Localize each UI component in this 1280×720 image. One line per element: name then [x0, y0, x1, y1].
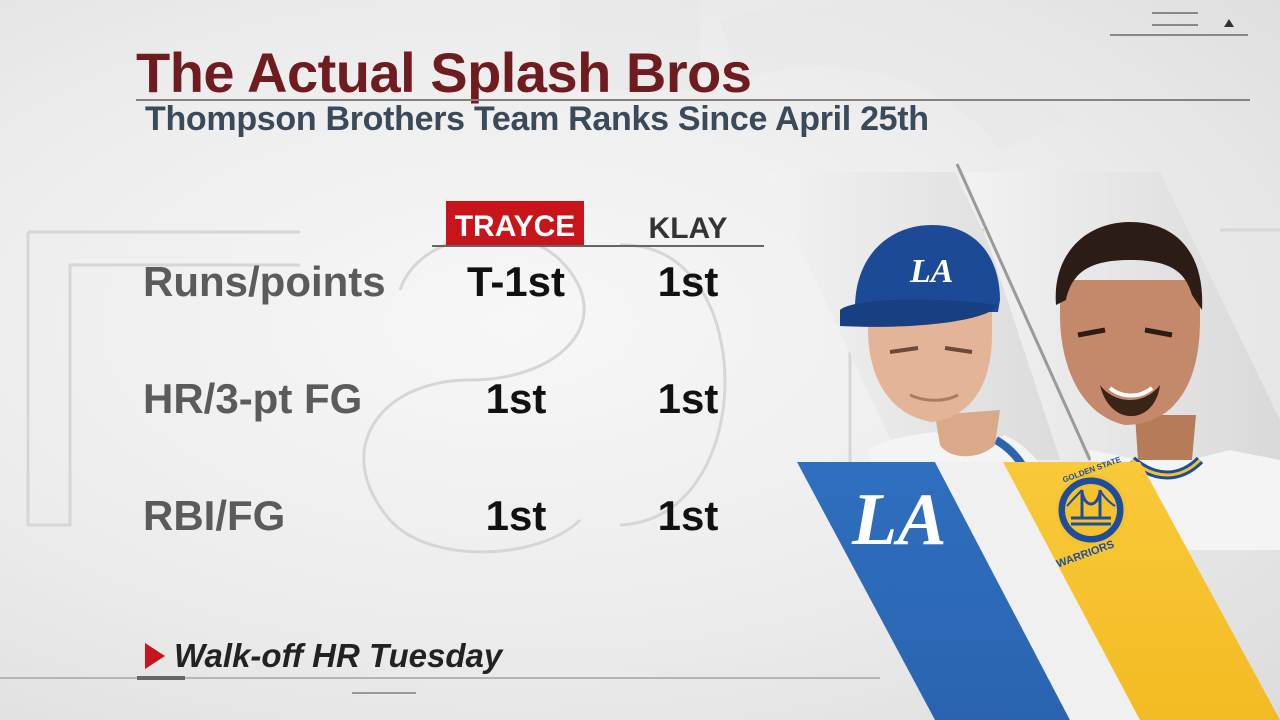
klay-rank-cell: 1st — [657, 375, 719, 422]
row-label: RBI/FG — [143, 492, 286, 539]
dodgers-logo-panel: LA — [797, 462, 1070, 720]
page-title: The Actual Splash Bros — [136, 41, 752, 104]
column-header-trayce: TRAYCE — [446, 201, 584, 245]
warriors-logo-panel: GOLDEN STATE WARRIORS — [1003, 455, 1280, 720]
panel-gap — [935, 462, 1140, 720]
row-label: Runs/points — [143, 258, 386, 305]
bottom-divider — [0, 677, 880, 679]
warriors-logo — [1055, 474, 1127, 546]
bottom-divider-accent — [137, 676, 185, 680]
footnote: Walk-off HR Tuesday — [145, 637, 502, 675]
players-graphic: LA LA GOLDEN STATE WARRIORS — [765, 163, 1280, 720]
column-header-klay: KLAY — [648, 212, 728, 245]
top-right-decoration — [1110, 12, 1248, 36]
trayce-rank-cell: 1st — [485, 375, 547, 422]
page-subtitle: Thompson Brothers Team Ranks Since April… — [145, 100, 929, 138]
panel-divider — [955, 163, 1092, 461]
trayce-rank-cell: 1st — [485, 492, 547, 539]
footnote-text: Walk-off HR Tuesday — [174, 637, 503, 674]
klay-rank-cell: 1st — [657, 492, 719, 539]
trayce-rank-cell: T-1st — [466, 258, 566, 305]
column-header-divider — [432, 245, 764, 247]
cap-logo: LA — [909, 253, 953, 290]
dodgers-logo: LA — [851, 479, 947, 561]
title-divider — [136, 99, 1250, 101]
play-icon — [145, 643, 165, 669]
row-label: HR/3-pt FG — [143, 375, 363, 422]
bottom-divider-short — [352, 692, 416, 694]
klay-rank-cell: 1st — [657, 258, 719, 305]
